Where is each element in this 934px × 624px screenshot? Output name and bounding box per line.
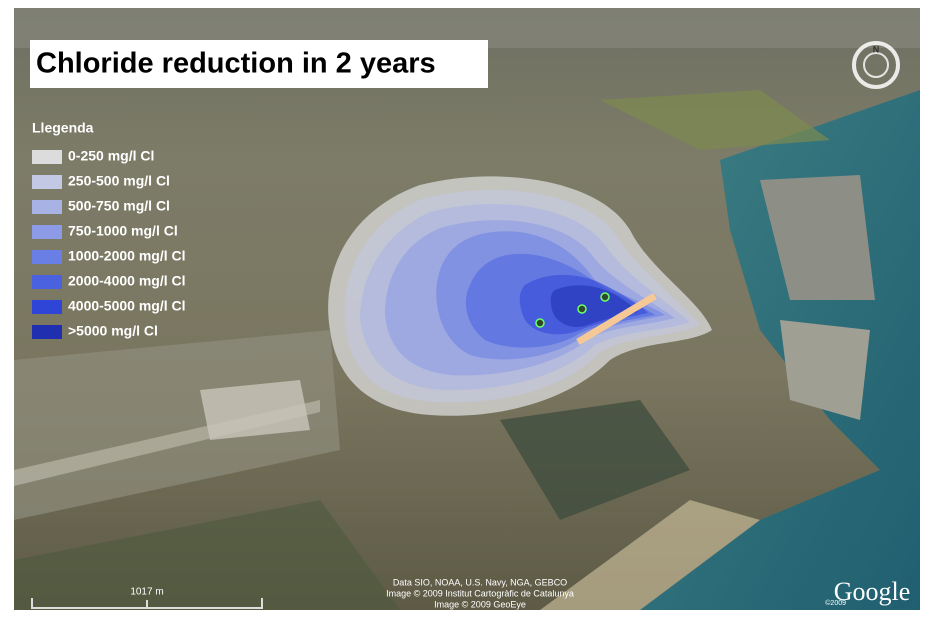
legend-label: 4000-5000 mg/l Cl — [68, 298, 186, 314]
legend-label: 2000-4000 mg/l Cl — [68, 273, 186, 289]
scale-label: 1017 m — [130, 587, 163, 598]
legend-swatch — [32, 250, 62, 264]
legend-label: 0-250 mg/l Cl — [68, 148, 154, 164]
legend-label: 250-500 mg/l Cl — [68, 173, 170, 189]
legend-swatch — [32, 300, 62, 314]
title: Chloride reduction in 2 years — [36, 48, 436, 80]
attribution-line: Image © 2009 Institut Cartogràfic de Cat… — [386, 588, 574, 598]
legend-swatch — [32, 200, 62, 214]
legend-swatch — [32, 325, 62, 339]
legend-label: 750-1000 mg/l Cl — [68, 223, 178, 239]
legend-swatch — [32, 150, 62, 164]
legend-label: 1000-2000 mg/l Cl — [68, 248, 186, 264]
attribution-line: Data SIO, NOAA, U.S. Navy, NGA, GEBCO — [393, 577, 567, 587]
map-screenshot: Chloride reduction in 2 years Llegenda 0… — [0, 0, 934, 624]
google-logo: Google — [834, 577, 911, 606]
legend-swatch — [32, 275, 62, 289]
legend-label: >5000 mg/l Cl — [68, 323, 158, 339]
compass-north: N — [873, 44, 880, 54]
legend-label: 500-750 mg/l Cl — [68, 198, 170, 214]
legend-swatch — [32, 175, 62, 189]
legend-title: Llegenda — [32, 120, 94, 136]
legend-swatch — [32, 225, 62, 239]
attribution-line: Image © 2009 GeoEye — [434, 599, 526, 609]
